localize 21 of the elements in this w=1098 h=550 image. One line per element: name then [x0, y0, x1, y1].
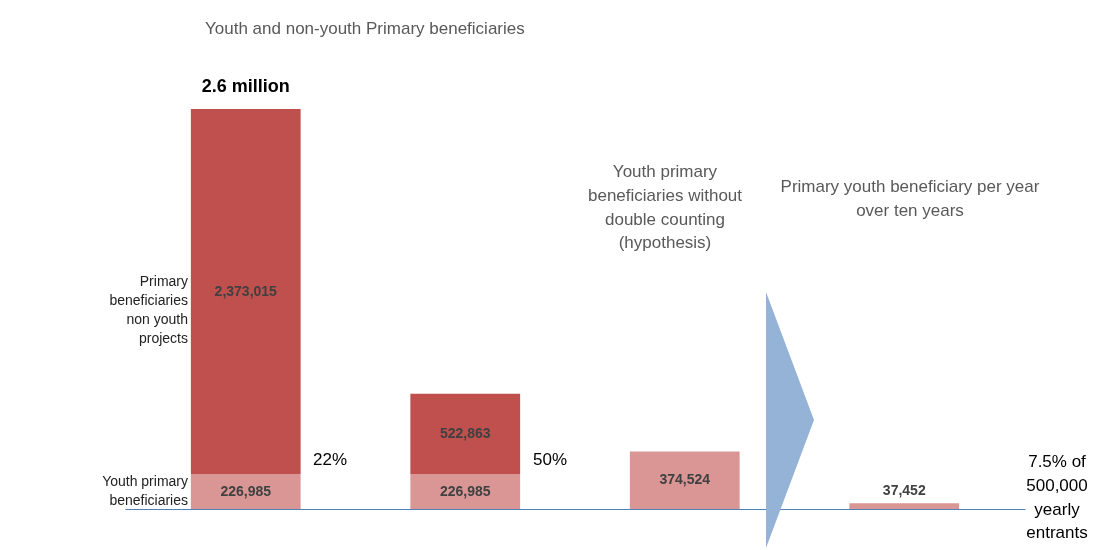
chart-title: Youth and non-youth Primary beneficiaries: [205, 19, 525, 38]
data-label: 374,524: [659, 471, 711, 488]
data-label: 2,373,015: [214, 282, 278, 299]
annotation: 22%: [312, 449, 348, 471]
annotation: Primary youth beneficiary per year over ten years: [780, 176, 1040, 222]
bar: [410, 474, 521, 509]
total-label: 2.6 million: [201, 76, 290, 96]
annotation: Youth primary beneficiaries without double counting (hypothesis): [587, 161, 743, 255]
series-label: Primary beneficiaries non youth projects: [108, 272, 188, 348]
series-label: Youth primary beneficiaries: [101, 472, 188, 510]
data-label: 226,985: [439, 482, 491, 499]
data-label: 226,985: [220, 482, 272, 499]
bar: [629, 451, 740, 509]
text: 7.5% of 500,000 yearly entrants: [1025, 451, 1089, 545]
bar: [410, 393, 521, 475]
bar: [849, 503, 960, 509]
annotation: 50%: [532, 449, 568, 471]
bar: [190, 109, 301, 475]
data-label: 37,452: [882, 482, 926, 499]
bar: [190, 474, 301, 509]
data-label: 522,863: [439, 424, 491, 441]
